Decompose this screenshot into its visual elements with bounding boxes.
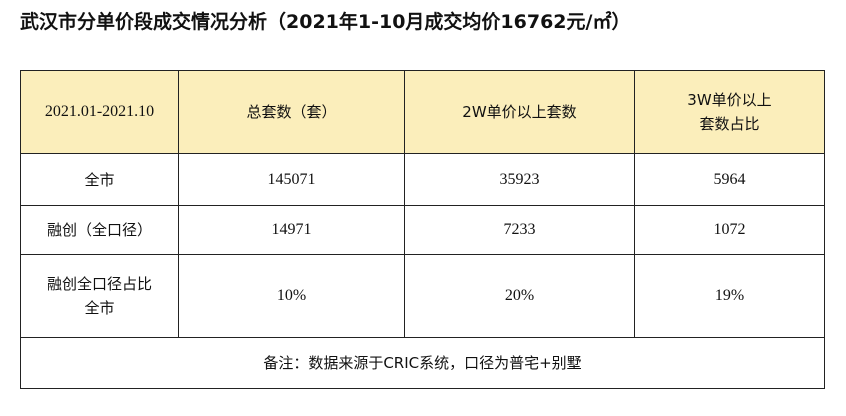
header-period: 2021.01-2021.10 (20, 70, 179, 154)
cell-total: 10% (178, 254, 405, 338)
table-row: 融创全口径占比 全市 10% 20% 19% (20, 254, 825, 338)
table-note-row: 备注：数据来源于CRIC系统，口径为普宅+别墅 (20, 337, 825, 389)
row-label-line2: 全市 (84, 299, 115, 317)
cell-total: 145071 (178, 153, 405, 206)
analysis-table: 2021.01-2021.10 总套数（套） 2W单价以上套数 3W单价以上 套… (20, 70, 825, 389)
row-label: 融创全口径占比 全市 (20, 254, 179, 338)
header-over-3w-line1: 3W单价以上 (687, 91, 772, 109)
header-over-2w-units: 2W单价以上套数 (404, 70, 635, 154)
cell-over-3w: 5964 (634, 153, 825, 206)
header-total-units: 总套数（套） (178, 70, 405, 154)
cell-over-3w: 1072 (634, 205, 825, 255)
cell-over-2w: 7233 (404, 205, 635, 255)
cell-over-3w: 19% (634, 254, 825, 338)
row-label: 融创（全口径） (20, 205, 179, 255)
header-over-3w-share: 3W单价以上 套数占比 (634, 70, 825, 154)
header-over-3w-line2: 套数占比 (699, 115, 760, 133)
cell-total: 14971 (178, 205, 405, 255)
row-label-line1: 融创全口径占比 (46, 275, 152, 293)
page-title: 武汉市分单价段成交情况分析（2021年1-10月成交均价16762元/㎡） (20, 11, 631, 33)
table-row: 融创（全口径） 14971 7233 1072 (20, 205, 825, 255)
table-header-row: 2021.01-2021.10 总套数（套） 2W单价以上套数 3W单价以上 套… (20, 70, 825, 154)
table-row: 全市 145071 35923 5964 (20, 153, 825, 206)
table-note: 备注：数据来源于CRIC系统，口径为普宅+别墅 (20, 337, 825, 389)
cell-over-2w: 35923 (404, 153, 635, 206)
row-label: 全市 (20, 153, 179, 206)
cell-over-2w: 20% (404, 254, 635, 338)
